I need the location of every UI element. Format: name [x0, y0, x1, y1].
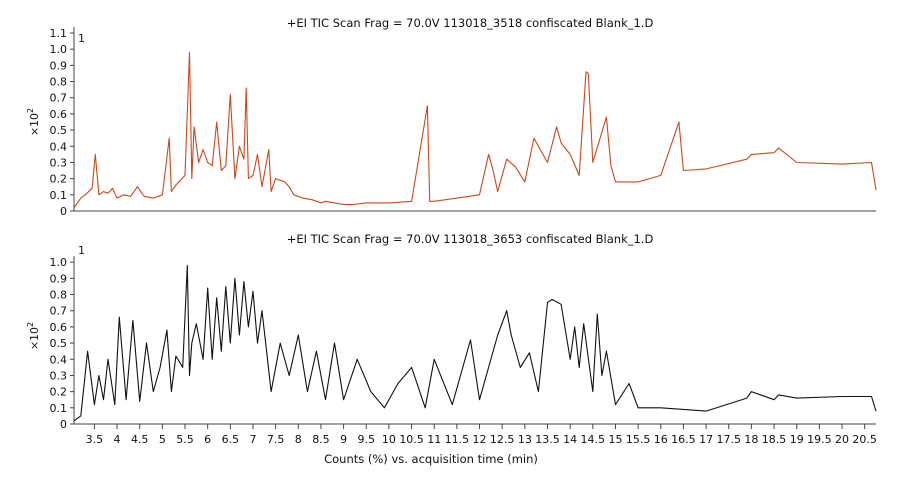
- y-tick-label: 0.8: [50, 289, 68, 302]
- y-tick-label: 0: [60, 418, 67, 431]
- y-tick-label: 0.1: [50, 402, 68, 415]
- x-tick-label: 4: [114, 433, 121, 446]
- x-tick-label: 17: [699, 433, 713, 446]
- x-tick-label: 15.5: [626, 433, 651, 446]
- chromatogram-panel-1: +EI TIC Scan Frag = 70.0V 113018_3518 co…: [26, 16, 877, 218]
- x-tick-label: 10: [382, 433, 396, 446]
- y-tick-label: 0.2: [50, 173, 68, 186]
- chromatogram-panel-2: +EI TIC Scan Frag = 70.0V 113018_3653 co…: [26, 232, 877, 431]
- x-tick-label: 7: [249, 433, 256, 446]
- y-tick-label: 0: [60, 205, 67, 218]
- x-tick-label: 9.5: [358, 433, 376, 446]
- x-tick-label: 8: [295, 433, 302, 446]
- x-tick-label: 5.5: [176, 433, 194, 446]
- x-tick-label: 15: [608, 433, 622, 446]
- x-tick-label: 11.5: [445, 433, 470, 446]
- x-tick-label: 6.5: [222, 433, 240, 446]
- y-tick-label: 0.1: [50, 189, 68, 202]
- y-tick-label: 0.4: [50, 353, 68, 366]
- x-tick-label: 3.5: [86, 433, 104, 446]
- y-tick-label: 0.6: [50, 321, 68, 334]
- x-tick-label: 13.5: [535, 433, 560, 446]
- x-tick-label: 14: [563, 433, 577, 446]
- y-tick-label: 0.4: [50, 140, 68, 153]
- x-tick-label: 18: [744, 433, 758, 446]
- x-tick-label: 16.5: [671, 433, 696, 446]
- y-tick-label: 1.0: [50, 43, 68, 56]
- y-tick-label: 0.3: [50, 369, 68, 382]
- x-tick-label: 12: [473, 433, 487, 446]
- x-tick-label: 20: [835, 433, 849, 446]
- y-tick-label: 0.8: [50, 76, 68, 89]
- y-axis-label: ×102: [26, 108, 41, 136]
- x-tick-label: 10.5: [399, 433, 424, 446]
- x-tick-label: 4.5: [131, 433, 149, 446]
- panel-title: +EI TIC Scan Frag = 70.0V 113018_3653 co…: [287, 232, 654, 246]
- x-tick-label: 5: [159, 433, 166, 446]
- x-axis-label: Counts (%) vs. acquisition time (min): [324, 452, 538, 466]
- y-tick-label: 0.7: [50, 305, 68, 318]
- y-tick-label: 1.1: [50, 27, 68, 40]
- x-axis: 3.5 4 4.5 5 5.5 6 6.5 7 7.5 8 8.5 9 9.5 10 10.5 11 11.5 1…: [86, 424, 877, 466]
- y-tick-label: 1.0: [50, 256, 68, 269]
- x-tick-label: 18.5: [762, 433, 787, 446]
- x-tick-label: 19: [790, 433, 804, 446]
- x-tick-label: 19.5: [807, 433, 832, 446]
- y-tick-label: 0.6: [50, 108, 68, 121]
- x-tick-label: 17.5: [716, 433, 741, 446]
- y-tick-label: 0.7: [50, 92, 68, 105]
- y-tick-label: 0.9: [50, 272, 68, 285]
- x-tick-label: 6: [204, 433, 211, 446]
- x-tick-label: 20.5: [852, 433, 877, 446]
- x-tick-label: 7.5: [267, 433, 285, 446]
- y-tick-label: 0.5: [50, 124, 68, 137]
- y-tick-label: 0.2: [50, 386, 68, 399]
- corner-label: 1: [78, 244, 85, 257]
- x-tick-label: 9: [340, 433, 347, 446]
- x-tick-label: 13: [518, 433, 532, 446]
- x-tick-label: 11: [427, 433, 441, 446]
- corner-label: 1: [78, 32, 85, 45]
- x-tick-label: 16: [654, 433, 668, 446]
- x-tick-label: 8.5: [312, 433, 330, 446]
- y-tick-label: 0.5: [50, 337, 68, 350]
- y-axis-label: ×102: [26, 322, 41, 350]
- tic-trace-2: [73, 264, 877, 422]
- x-tick-label: 12.5: [490, 433, 515, 446]
- panel-title: +EI TIC Scan Frag = 70.0V 113018_3518 co…: [287, 16, 654, 30]
- x-tick-label: 14.5: [581, 433, 606, 446]
- tic-trace-1: [73, 51, 877, 209]
- y-tick-label: 0.9: [50, 59, 68, 72]
- y-tick-label: 0.3: [50, 156, 68, 169]
